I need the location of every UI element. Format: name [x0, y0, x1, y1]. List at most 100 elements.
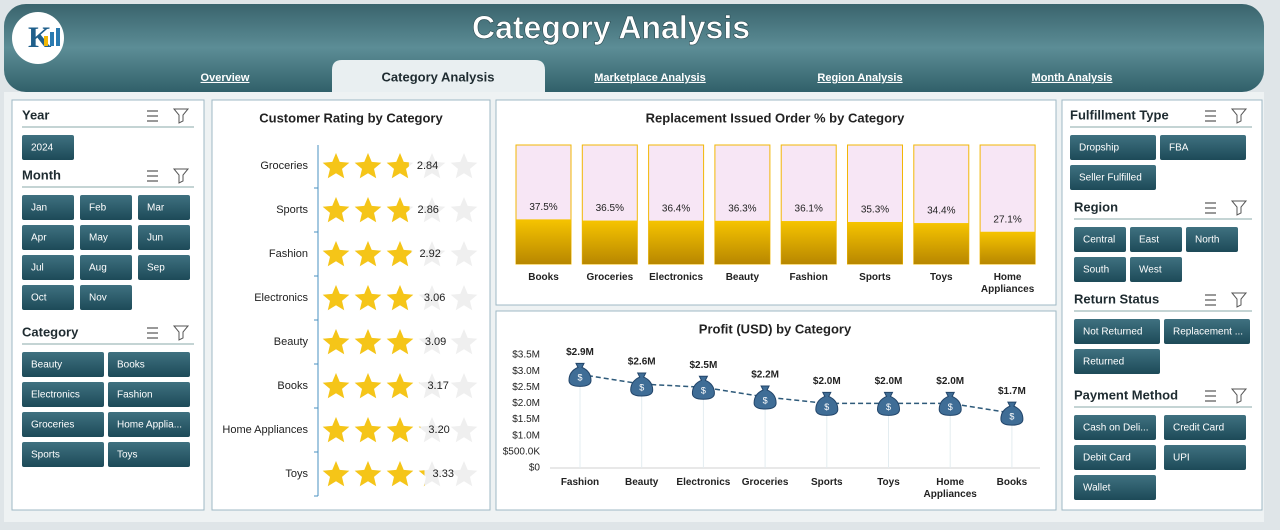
slicer-button-label[interactable]: Replacement ...	[1173, 327, 1243, 338]
category-label: Groceries	[260, 160, 308, 172]
y-tick-label: $2.5M	[512, 382, 540, 393]
slicer-button[interactable]	[1130, 257, 1182, 282]
slicer-button[interactable]	[22, 412, 104, 437]
slicer-button-label[interactable]: Electronics	[31, 390, 80, 401]
slicer-button-label[interactable]: Cash on Deli...	[1083, 423, 1149, 434]
slicer-button[interactable]	[1164, 445, 1246, 470]
slicer-button[interactable]	[22, 135, 74, 160]
slicer-button-label[interactable]: Not Returned	[1083, 327, 1142, 338]
data-label: $2.6M	[628, 357, 656, 368]
slicer-button[interactable]	[1186, 227, 1238, 252]
slicer-button[interactable]	[80, 195, 132, 220]
clear-filter-icon[interactable]	[1230, 200, 1248, 216]
slicer-button-label[interactable]: Toys	[117, 450, 138, 461]
slicer-button[interactable]	[22, 195, 74, 220]
slicer-button[interactable]	[22, 352, 104, 377]
slicer-button[interactable]	[108, 382, 190, 407]
slicer-button[interactable]	[1074, 475, 1156, 500]
slicer-button-label[interactable]: South	[1083, 265, 1109, 276]
chart-panel	[211, 99, 491, 511]
slicer-button[interactable]	[1070, 135, 1156, 160]
slicer-button[interactable]	[1074, 415, 1156, 440]
nav-tab[interactable]: Category Analysis	[382, 69, 495, 84]
nav-tab[interactable]: Month Analysis	[1032, 72, 1113, 84]
slicer-button-label[interactable]: Jan	[31, 203, 47, 214]
slicer-button-label[interactable]: Oct	[31, 293, 47, 304]
y-tick-label: $3.0M	[512, 366, 540, 377]
slicer-button-label[interactable]: Sports	[31, 450, 60, 461]
clear-filter-icon[interactable]	[1230, 292, 1248, 308]
slicer-button[interactable]	[1164, 415, 1246, 440]
slicer-button[interactable]	[1074, 227, 1126, 252]
slicer-button-label[interactable]: Returned	[1083, 357, 1124, 368]
slicer-button-label[interactable]: Fashion	[117, 390, 153, 401]
star-fill	[322, 153, 409, 179]
slicer-button[interactable]	[1070, 165, 1156, 190]
clear-filter-icon[interactable]	[1230, 388, 1248, 404]
slicer-button[interactable]	[22, 225, 74, 250]
category-label: Groceries	[586, 272, 634, 283]
data-label: $1.7M	[998, 386, 1026, 397]
slicer-button[interactable]	[138, 225, 190, 250]
slicer-button[interactable]	[1160, 135, 1246, 160]
slicer-button[interactable]	[22, 442, 104, 467]
slicer-button-label[interactable]: May	[89, 233, 108, 244]
slicer-button-label[interactable]: Jul	[31, 263, 44, 274]
slicer-button[interactable]	[80, 255, 132, 280]
slicer-button[interactable]	[80, 225, 132, 250]
clear-filter-icon[interactable]	[172, 108, 190, 124]
slicer-button-label[interactable]: Beauty	[31, 360, 62, 371]
slicer-button-label[interactable]: North	[1195, 235, 1219, 246]
slicer-button[interactable]	[1074, 445, 1156, 470]
slicer-button[interactable]	[138, 195, 190, 220]
slicer-button-label[interactable]: FBA	[1169, 143, 1189, 154]
slicer-button-label[interactable]: East	[1139, 235, 1159, 246]
slicer-button-label[interactable]: Jun	[147, 233, 163, 244]
logo-mark: K	[28, 21, 52, 54]
slicer-button[interactable]	[108, 352, 190, 377]
category-label: Beauty	[725, 272, 760, 283]
nav-tab[interactable]: Overview	[201, 72, 250, 84]
slicer-button-label[interactable]: Books	[117, 360, 145, 371]
slicer-button-label[interactable]: West	[1139, 265, 1162, 276]
bar	[913, 223, 969, 264]
slicer-button-label[interactable]: Groceries	[31, 420, 74, 431]
slicer-button-label[interactable]: Dropship	[1079, 143, 1119, 154]
slicer-button-label[interactable]: Credit Card	[1173, 423, 1224, 434]
slicer-button-label[interactable]: Mar	[147, 203, 165, 214]
y-tick-label: $2.0M	[512, 398, 540, 409]
slicer-button[interactable]	[138, 255, 190, 280]
slicer-button[interactable]	[108, 442, 190, 467]
chart-title: Replacement Issued Order % by Category	[646, 110, 905, 125]
clear-filter-icon[interactable]	[1230, 108, 1248, 124]
slicer-button-label[interactable]: Debit Card	[1083, 453, 1131, 464]
clear-filter-icon[interactable]	[172, 325, 190, 341]
slicer-button[interactable]	[108, 412, 190, 437]
slicer-button-label[interactable]: Nov	[89, 293, 107, 304]
clear-filter-icon[interactable]	[172, 168, 190, 184]
money-bag-symbol: $	[948, 402, 953, 412]
slicer-button-label[interactable]: UPI	[1173, 453, 1190, 464]
slicer-button-label[interactable]: Seller Fulfilled	[1079, 173, 1142, 184]
slicer-button-label[interactable]: Aug	[89, 263, 107, 274]
slicer-button-label[interactable]: Wallet	[1083, 483, 1111, 494]
nav-tab[interactable]: Marketplace Analysis	[594, 72, 705, 84]
slicer-button-label[interactable]: Apr	[31, 233, 47, 244]
slicer-button-label[interactable]: Feb	[89, 203, 107, 214]
slicer-button[interactable]	[22, 382, 104, 407]
slicer-button[interactable]	[1074, 257, 1126, 282]
slicer-button[interactable]	[1164, 319, 1250, 344]
slicer-button-label[interactable]: Home Applia...	[117, 420, 182, 431]
category-label: Books	[528, 272, 559, 283]
slicer-button[interactable]	[22, 255, 74, 280]
slicer-button[interactable]	[1074, 319, 1160, 344]
slicer-button-label[interactable]: 2024	[31, 143, 54, 154]
slicer-button[interactable]	[22, 285, 74, 310]
slicer-button[interactable]	[1074, 349, 1160, 374]
slicer-button-label[interactable]: Sep	[147, 263, 165, 274]
slicer-button[interactable]	[80, 285, 132, 310]
nav-tab[interactable]: Region Analysis	[817, 72, 902, 84]
slicer-button-label[interactable]: Central	[1083, 235, 1115, 246]
slicer-button[interactable]	[1130, 227, 1182, 252]
